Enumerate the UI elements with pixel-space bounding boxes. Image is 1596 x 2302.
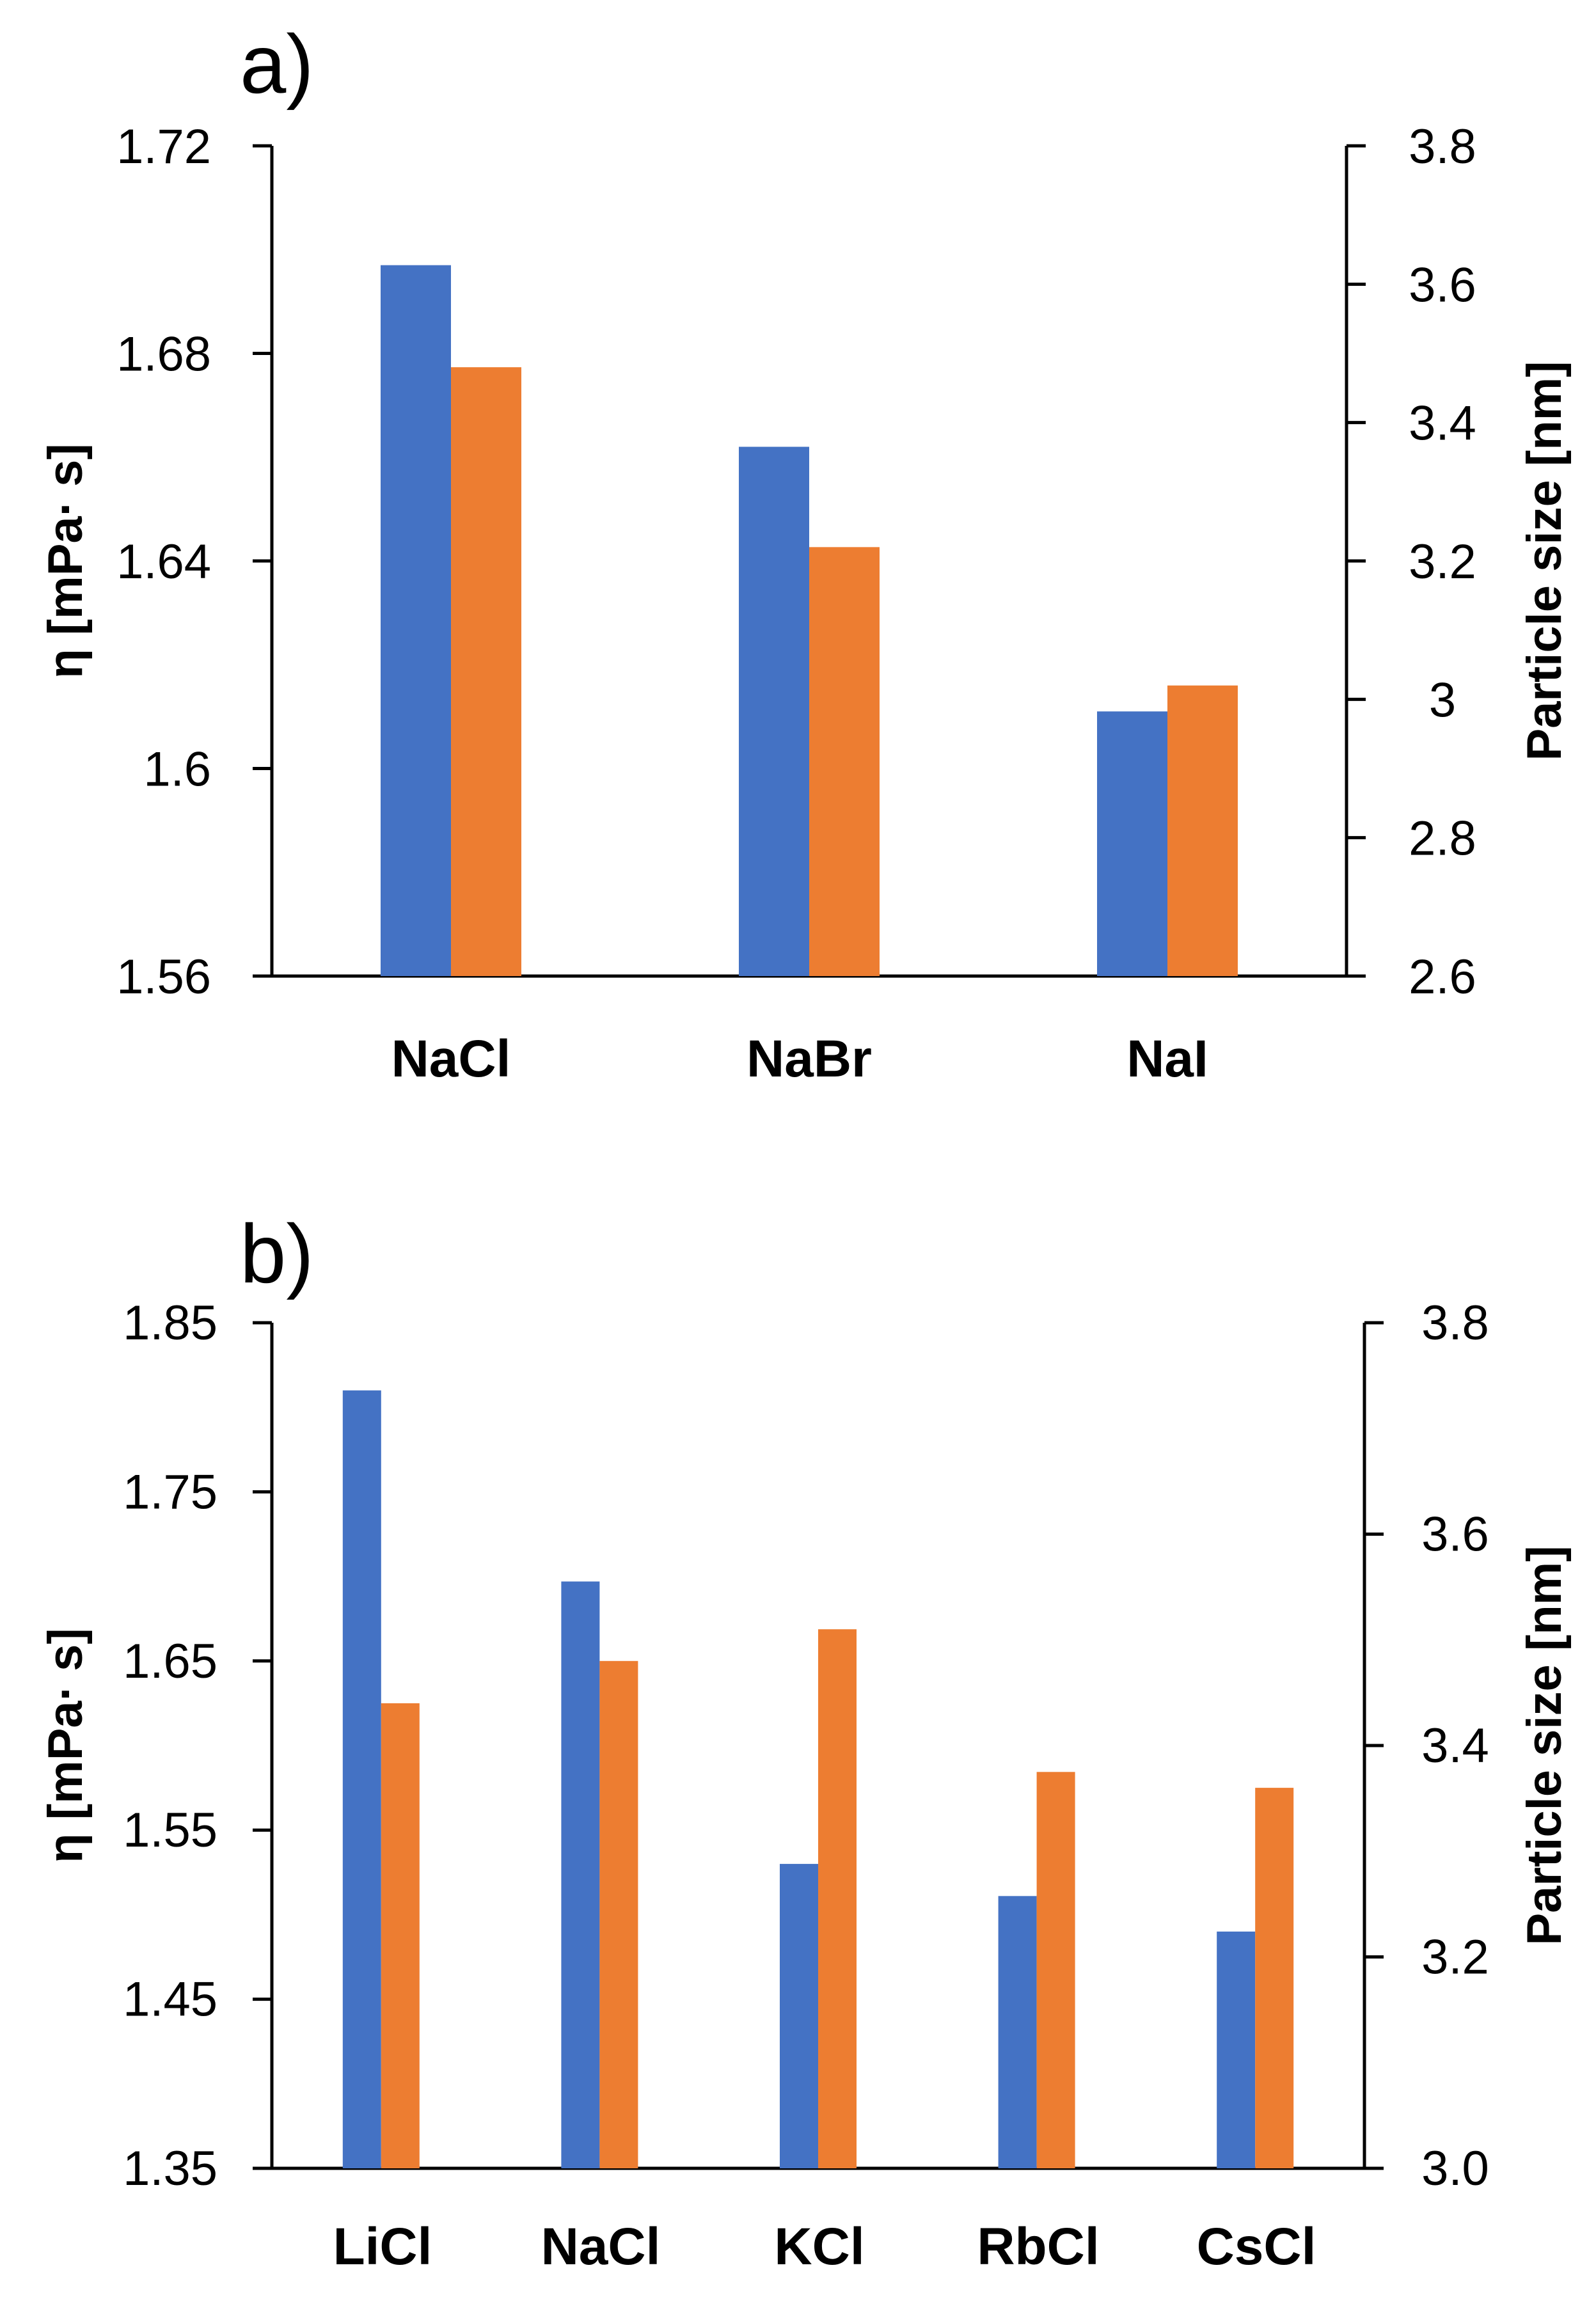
panel-b-label: b): [240, 1207, 314, 1300]
panel-b: b) 1.35 1.45 1.55 1.65 1.75 1.85 3.0 3.2: [38, 1207, 1572, 2276]
panel-a-category-label: NaI: [1126, 1030, 1208, 1088]
panel-b-category-label: KCl: [774, 2218, 864, 2276]
panel-a-category-label: NaBr: [747, 1030, 872, 1088]
panel-b-category-label: RbCl: [977, 2218, 1099, 2276]
bar-nacl-particle-size: [599, 1660, 638, 2168]
bar-nai-particle-size: [1167, 685, 1238, 976]
panel-b-left-tick-label: 1.35: [123, 2141, 217, 2196]
panel-a-right-tick-label: 3: [1429, 673, 1456, 727]
bar-cscl-viscosity: [1217, 1931, 1256, 2168]
bar-rbcl-particle-size: [1036, 1772, 1075, 2168]
panel-a-category-labels: NaCl NaBr NaI: [391, 1030, 1208, 1088]
panel-a-bars: [381, 265, 1238, 976]
panel-a-right-tick-label: 3.4: [1409, 397, 1476, 451]
panel-b-right-axis-title: Particle size [nm]: [1517, 1545, 1572, 1945]
panel-a-right-tick-label: 2.8: [1409, 812, 1476, 866]
bar-kcl-viscosity: [780, 1864, 818, 2168]
panel-b-left-ticks: 1.35 1.45 1.55 1.65 1.75 1.85: [123, 1296, 272, 2196]
panel-a-category-label: NaCl: [391, 1030, 511, 1088]
bar-nabr-viscosity: [739, 446, 809, 976]
panel-a-label: a): [240, 17, 314, 111]
panel-b-right-tick-label: 3.8: [1421, 1296, 1489, 1350]
bar-cscl-particle-size: [1255, 1788, 1294, 2168]
panel-b-bars: [342, 1390, 1294, 2168]
panel-b-left-tick-label: 1.45: [123, 1973, 217, 2027]
panel-a-right-ticks: 2.6 2.8 3 3.2 3.4 3.6 3.8: [1347, 120, 1476, 1004]
panel-b-category-label: CsCl: [1197, 2218, 1316, 2276]
panel-a-right-tick-label: 3.8: [1409, 120, 1476, 174]
panel-b-left-tick-label: 1.85: [123, 1296, 217, 1350]
bar-licl-particle-size: [381, 1703, 420, 2168]
panel-a-left-tick-label: 1.68: [116, 327, 211, 382]
bar-nai-viscosity: [1097, 711, 1167, 976]
bar-licl-viscosity: [342, 1390, 381, 2168]
panel-a-left-tick-label: 1.72: [116, 120, 211, 174]
bar-kcl-particle-size: [818, 1629, 857, 2168]
panel-a: a) 1.56 1.6 1.64 1.68 1.72 2.6 2.8: [38, 17, 1572, 1088]
bar-nacl-viscosity: [561, 1581, 600, 2168]
bar-rbcl-viscosity: [998, 1896, 1037, 2168]
panel-b-right-tick-label: 3.4: [1421, 1719, 1489, 1773]
panel-a-right-tick-label: 2.6: [1409, 950, 1476, 1004]
panel-a-right-tick-label: 3.6: [1409, 258, 1476, 312]
panel-a-left-tick-label: 1.64: [116, 535, 211, 589]
panel-a-right-axis-title: Particle size [nm]: [1517, 361, 1572, 761]
panel-b-left-tick-label: 1.65: [123, 1634, 217, 1689]
panel-b-left-tick-label: 1.55: [123, 1803, 217, 1857]
bar-nabr-particle-size: [809, 547, 880, 976]
panel-b-left-axis-title: η [mPa· s]: [38, 1628, 93, 1863]
panel-b-right-tick-label: 3.0: [1421, 2141, 1489, 2196]
panel-b-right-tick-label: 3.2: [1421, 1930, 1489, 1985]
panel-b-right-tick-label: 3.6: [1421, 1508, 1489, 1562]
panel-a-left-axis-title: η [mPa· s]: [38, 443, 93, 678]
panel-b-category-labels: LiCl NaCl KCl RbCl CsCl: [333, 2218, 1316, 2276]
panel-a-right-tick-label: 3.2: [1409, 535, 1476, 589]
panel-b-category-label: LiCl: [333, 2218, 432, 2276]
bar-nacl-particle-size: [451, 367, 521, 976]
panel-a-left-ticks: 1.56 1.6 1.64 1.68 1.72: [116, 120, 272, 1004]
panel-b-category-label: NaCl: [541, 2218, 661, 2276]
panel-a-left-tick-label: 1.56: [116, 950, 211, 1004]
bar-nacl-viscosity: [381, 265, 451, 976]
panel-a-left-tick-label: 1.6: [143, 743, 211, 797]
panel-b-right-ticks: 3.0 3.2 3.4 3.6 3.8: [1364, 1296, 1489, 2196]
panel-b-left-tick-label: 1.75: [123, 1465, 217, 1519]
